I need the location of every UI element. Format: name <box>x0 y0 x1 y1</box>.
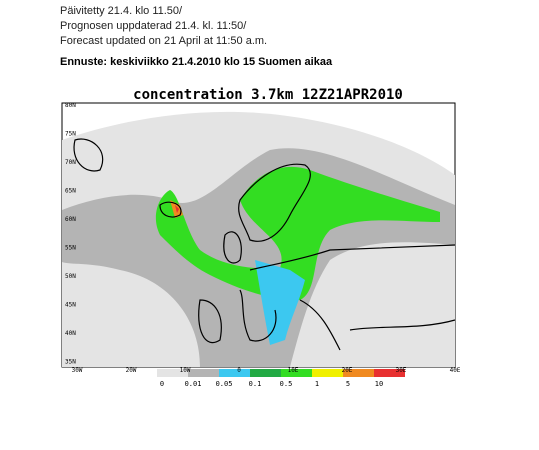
lon-label: 10W <box>180 367 191 374</box>
plume-blue <box>255 260 305 345</box>
lon-label: 20E <box>342 367 353 374</box>
legend-label: 0.1 <box>249 380 262 388</box>
legend-swatch <box>188 369 219 377</box>
legend-label: 5 <box>346 380 350 388</box>
legend-swatch <box>312 369 343 377</box>
lon-label: 0 <box>237 367 241 374</box>
legend-swatch <box>281 369 312 377</box>
lat-label: 55N <box>65 245 76 252</box>
legend-swatch <box>374 369 405 377</box>
lon-label: 40E <box>450 367 461 374</box>
legend-swatch <box>219 369 250 377</box>
header-line: Päivitetty 21.4. klo 11.50/ <box>60 5 183 17</box>
lat-label: 40N <box>65 330 76 337</box>
plume-green <box>155 166 441 300</box>
lon-label: 20W <box>126 367 137 374</box>
legend-label: 0.05 <box>216 380 233 388</box>
legend-swatch <box>250 369 281 377</box>
lat-label: 60N <box>65 216 76 223</box>
lat-label: 45N <box>65 302 76 309</box>
coastlines <box>73 138 456 351</box>
legend-swatch <box>157 369 188 377</box>
lat-label: 75N <box>65 131 76 138</box>
forecast-title: Ennuste: keskiviikko 21.4.2010 klo 15 Su… <box>60 56 333 68</box>
lat-label: 70N <box>65 159 76 166</box>
lat-label: 80N <box>65 102 76 109</box>
legend-label: 1 <box>315 380 319 388</box>
lat-label: 65N <box>65 188 76 195</box>
lat-label: 35N <box>65 359 76 366</box>
lat-label: 50N <box>65 273 76 280</box>
header-line: Forecast updated on 21 April at 11:50 a.… <box>60 35 268 47</box>
lon-label: 10E <box>288 367 299 374</box>
lon-label: 30W <box>72 367 83 374</box>
legend-label: 0.01 <box>185 380 202 388</box>
legend-label: 0 <box>160 380 164 388</box>
lon-label: 30E <box>396 367 407 374</box>
legend-label: 0.5 <box>280 380 293 388</box>
header-line: Prognosen uppdaterad 21.4. kl. 11:50/ <box>60 20 247 32</box>
map-title: concentration 3.7km 12Z21APR2010 <box>133 87 403 103</box>
map <box>61 102 456 368</box>
plume-peak-core <box>175 205 179 213</box>
legend: 0 0.01 0.05 0.1 0.5 1 5 10 <box>157 369 405 388</box>
legend-swatch <box>343 369 374 377</box>
legend-label: 10 <box>375 380 383 388</box>
